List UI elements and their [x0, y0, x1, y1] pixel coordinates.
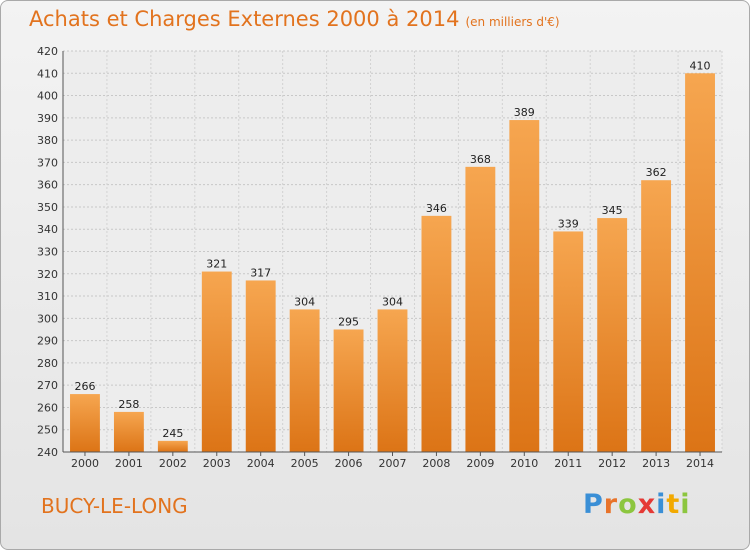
y-tick-label: 250 [37, 424, 58, 437]
y-tick-label: 290 [37, 335, 58, 348]
data-label: 266 [74, 380, 95, 393]
data-label: 304 [382, 295, 403, 308]
x-tick-label: 2000 [71, 457, 99, 470]
y-tick-label: 240 [37, 446, 58, 459]
data-label: 339 [558, 217, 579, 230]
data-label: 346 [426, 202, 447, 215]
y-tick-label: 420 [37, 45, 58, 58]
x-tick-label: 2009 [466, 457, 494, 470]
bar [377, 309, 408, 452]
y-tick-label: 400 [37, 90, 58, 103]
x-tick-label: 2011 [554, 457, 582, 470]
data-label: 258 [118, 398, 139, 411]
y-tick-label: 300 [37, 312, 58, 325]
y-tick-label: 380 [37, 134, 58, 147]
x-tick-label: 2001 [115, 457, 143, 470]
logo-letter: P [583, 489, 604, 520]
x-tick-label: 2014 [686, 457, 714, 470]
logo-letter: i [680, 489, 691, 520]
bar [553, 231, 584, 452]
data-label: 362 [646, 166, 667, 179]
y-tick-label: 350 [37, 201, 58, 214]
y-tick-label: 310 [37, 290, 58, 303]
bar [201, 271, 232, 452]
bar [685, 73, 715, 453]
bar [70, 394, 100, 452]
data-label: 317 [250, 266, 271, 279]
data-label: 321 [206, 258, 227, 271]
bar [157, 440, 188, 452]
proxiti-logo: Proxiti [583, 489, 691, 520]
logo-letter: r [603, 489, 619, 520]
x-tick-label: 2008 [422, 457, 450, 470]
logo-letter: i [656, 489, 667, 520]
x-tick-label: 2006 [335, 457, 363, 470]
bar [597, 218, 628, 452]
x-tick-label: 2007 [379, 457, 407, 470]
x-tick-label: 2005 [291, 457, 319, 470]
y-tick-label: 280 [37, 357, 58, 370]
bar [421, 215, 452, 452]
y-tick-label: 320 [37, 268, 58, 281]
y-tick-label: 370 [37, 156, 58, 169]
bar [245, 280, 276, 452]
x-tick-label: 2010 [510, 457, 538, 470]
y-tick-label: 260 [37, 401, 58, 414]
bar [509, 120, 540, 453]
x-tick-label: 2003 [203, 457, 231, 470]
y-tick-label: 360 [37, 179, 58, 192]
place-name: BUCY-LE-LONG [41, 494, 188, 518]
data-label: 410 [690, 59, 711, 72]
bar [113, 411, 144, 452]
y-tick-label: 340 [37, 223, 58, 236]
chart-subtitle: (en milliers d'€) [465, 15, 560, 29]
logo-letter: t [666, 489, 681, 520]
data-label: 245 [162, 427, 183, 440]
logo-letter: o [618, 489, 638, 520]
y-tick-label: 270 [37, 379, 58, 392]
y-tick-label: 410 [37, 67, 58, 80]
bar [641, 180, 672, 452]
chart-title: Achats et Charges Externes 2000 à 2014 (e… [29, 7, 560, 31]
data-label: 304 [294, 295, 315, 308]
x-tick-label: 2012 [598, 457, 626, 470]
data-label: 368 [470, 153, 491, 166]
y-tick-label: 330 [37, 246, 58, 259]
x-tick-label: 2013 [642, 457, 670, 470]
data-label: 389 [514, 106, 535, 119]
data-label: 295 [338, 315, 359, 328]
bar [289, 309, 320, 452]
y-tick-label: 390 [37, 112, 58, 125]
x-tick-label: 2004 [247, 457, 275, 470]
logo-letter: x [637, 489, 657, 520]
bar [465, 166, 496, 452]
data-label: 345 [602, 204, 623, 217]
bar [333, 329, 364, 452]
x-tick-label: 2002 [159, 457, 187, 470]
